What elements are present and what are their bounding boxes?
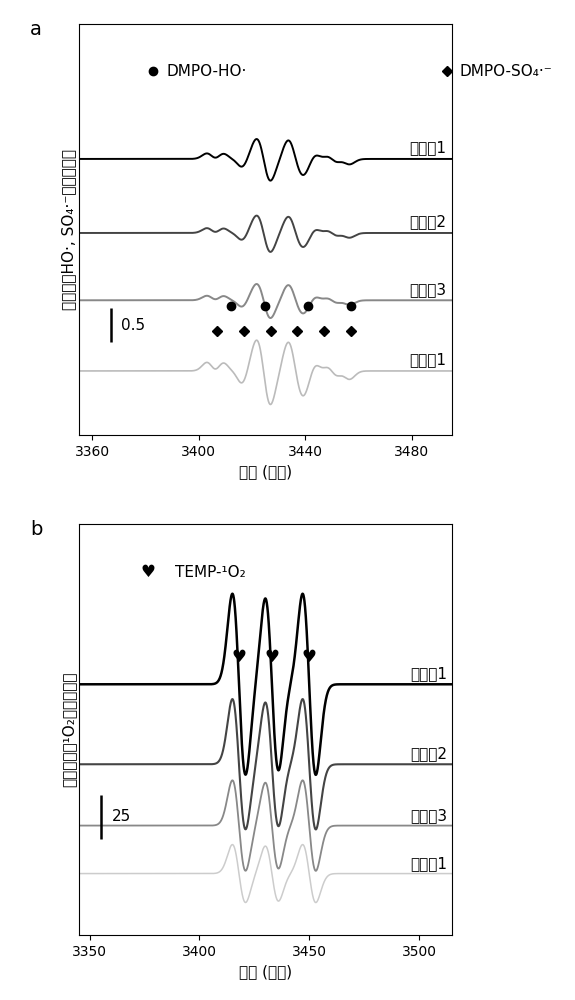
- X-axis label: 磁场 (高斯): 磁场 (高斯): [239, 964, 292, 979]
- Text: 对比例1: 对比例1: [409, 353, 447, 368]
- Text: ♥: ♥: [140, 563, 155, 581]
- Text: 实施例3: 实施例3: [409, 282, 447, 297]
- Text: 实施例2: 实施例2: [409, 215, 447, 230]
- Text: TEMP-¹O₂: TEMP-¹O₂: [175, 565, 246, 580]
- Text: 实施例1: 实施例1: [411, 667, 447, 682]
- X-axis label: 磁场 (高斯): 磁场 (高斯): [239, 464, 292, 479]
- Y-axis label: 自由基（HO·, SO₄·⁻）信号强度: 自由基（HO·, SO₄·⁻）信号强度: [61, 149, 76, 310]
- Text: b: b: [30, 520, 43, 539]
- Text: 实施例1: 实施例1: [409, 141, 447, 156]
- Text: ♥: ♥: [302, 648, 317, 666]
- Y-axis label: 非自由基（¹O₂）信号强度: 非自由基（¹O₂）信号强度: [61, 672, 76, 787]
- Text: 0.5: 0.5: [121, 318, 145, 333]
- Text: a: a: [30, 20, 42, 39]
- Text: DMPO-HO·: DMPO-HO·: [167, 64, 247, 79]
- Text: DMPO-SO₄·⁻: DMPO-SO₄·⁻: [460, 64, 553, 79]
- Text: 25: 25: [112, 809, 131, 824]
- Text: 对比例1: 对比例1: [411, 856, 447, 871]
- Text: ♥: ♥: [264, 648, 279, 666]
- Text: ♥: ♥: [232, 648, 247, 666]
- Text: 实施例3: 实施例3: [411, 808, 447, 823]
- Text: 实施例2: 实施例2: [411, 747, 447, 762]
